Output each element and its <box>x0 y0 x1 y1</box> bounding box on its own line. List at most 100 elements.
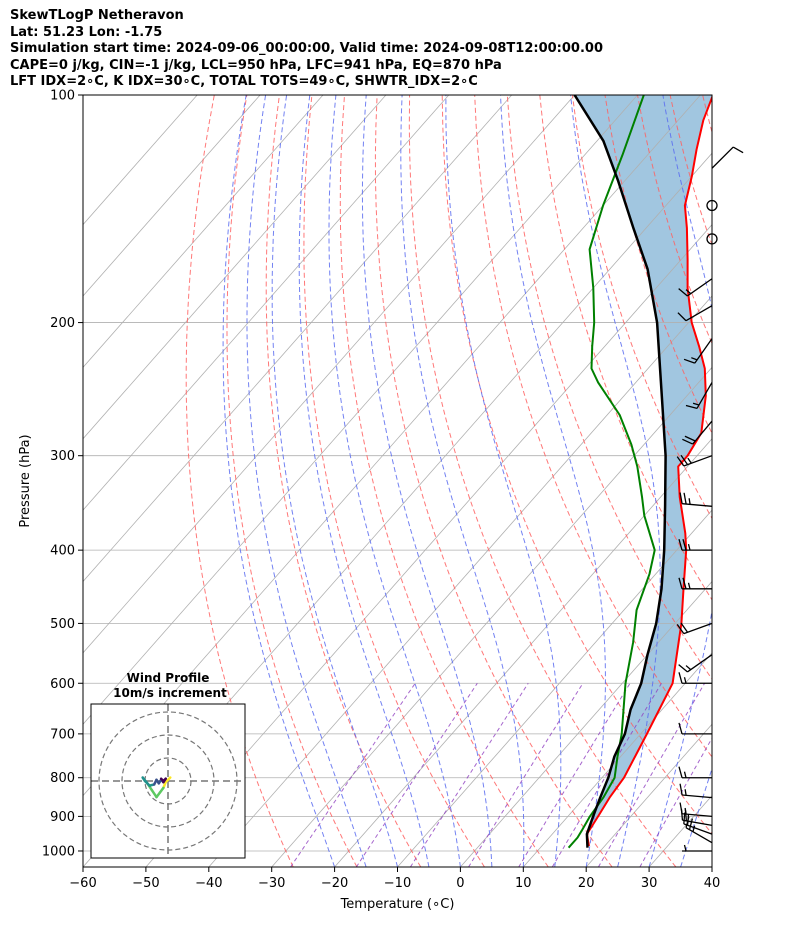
moist-adiabat <box>246 95 367 867</box>
dry-adiabat <box>185 95 294 867</box>
wind-barb-flag <box>680 622 689 633</box>
wind-barb <box>678 654 713 673</box>
isotherm-line <box>522 652 712 867</box>
wind-barb-half-flag <box>684 807 687 815</box>
hodograph-segment <box>159 777 165 783</box>
x-tick-label: −40 <box>195 876 222 891</box>
moist-adiabat <box>570 95 661 867</box>
moist-adiabat <box>500 95 606 867</box>
mixing-ratio-line <box>355 683 478 867</box>
x-tick-label: −60 <box>69 876 96 891</box>
wind-barbs <box>676 146 744 852</box>
wind-barb-shaft <box>685 827 713 844</box>
wind-barb <box>678 722 712 735</box>
isotherm-line <box>83 95 638 725</box>
y-tick-label: 500 <box>50 617 75 632</box>
dry-adiabat <box>702 95 712 134</box>
hodograph-frame <box>90 703 246 859</box>
wind-barb-flag <box>685 404 698 410</box>
wind-barb-half-flag <box>687 543 691 551</box>
wind-barb-half-flag <box>688 498 691 505</box>
stability-indices-1: CAPE=0 j/kg, CIN=-1 j/kg, LCL=950 hPa, L… <box>10 57 502 73</box>
hodograph-subtitle: 10m/s increment <box>113 686 227 700</box>
hodograph-title: Wind Profile <box>127 671 210 685</box>
moist-adiabat <box>400 95 525 867</box>
wind-barb <box>678 278 713 297</box>
isotherm-line <box>271 366 712 867</box>
simulation-times: Simulation start time: 2024-09-06_00:00:… <box>10 41 603 57</box>
wind-barb-half-flag <box>687 457 692 464</box>
y-tick-label: 800 <box>50 771 75 786</box>
wind-barb <box>678 577 712 590</box>
dry-adiabat <box>303 95 485 867</box>
wind-barb-shaft <box>685 305 713 322</box>
wind-barb-flag <box>678 664 688 673</box>
wind-barb <box>678 672 712 684</box>
y-tick-label: 600 <box>50 677 75 692</box>
dry-adiabat <box>374 95 613 867</box>
isotherm-line <box>397 509 712 867</box>
temperature-line <box>585 95 712 847</box>
station-title: SkewTLogP Netheravon <box>10 8 184 23</box>
wind-barb-shaft <box>682 794 713 799</box>
isotherm-line <box>83 95 198 226</box>
moist-adiabat <box>445 95 562 867</box>
wind-barb-shaft <box>682 819 713 827</box>
wind-barb <box>685 382 713 410</box>
wind-barb-flag <box>732 146 744 154</box>
wind-barb-flag <box>688 818 694 830</box>
wind-barb-flag <box>683 492 687 505</box>
wind-barb-flag <box>683 358 696 364</box>
wind-barb-flag <box>678 577 683 589</box>
wind-barb-shaft <box>711 146 734 169</box>
wind-barb-half-flag <box>687 582 691 589</box>
wind-barb-half-flag <box>684 789 687 796</box>
wind-barb <box>682 844 712 852</box>
x-axis-label: Temperature (∘C) <box>340 897 455 912</box>
wind-barb-flag <box>682 538 687 551</box>
x-tick-label: 0 <box>456 876 464 891</box>
isotherm-line <box>145 223 712 867</box>
wind-barb-shaft <box>687 278 713 297</box>
isotherm-line <box>775 95 794 867</box>
wind-barb-shaft <box>683 455 713 467</box>
dry-adiabat <box>339 95 549 867</box>
wind-barb-flag <box>686 813 690 826</box>
wind-barb-shaft <box>692 420 713 445</box>
wind-barb <box>679 783 713 799</box>
isotherm-line <box>585 723 712 867</box>
wind-barb <box>677 305 713 322</box>
mixing-ratio-line <box>290 683 416 867</box>
wind-barb-flag <box>682 577 687 589</box>
mixing-ratio-line <box>518 683 631 867</box>
y-tick-label: 300 <box>50 449 75 464</box>
wind-barb-shaft <box>683 622 713 635</box>
wind-barb-flag <box>680 454 689 465</box>
mixing-ratio-line <box>597 683 706 867</box>
stability-indices-2: LFT IDX=2∘C, K IDX=30∘C, TOTAL TOTS=49∘C… <box>10 74 478 90</box>
dry-adiabat <box>226 95 358 867</box>
wind-barb-flag <box>684 435 696 442</box>
wind-barb <box>676 622 713 635</box>
wind-barb-flag <box>678 672 683 684</box>
moist-adiabat <box>271 95 398 867</box>
dry-adiabat <box>474 95 712 758</box>
wind-barb-half-flag <box>692 825 696 832</box>
wind-barb-shaft <box>682 813 713 818</box>
x-tick-label: −50 <box>132 876 159 891</box>
wind-barb-half-flag <box>685 665 692 671</box>
wind-barb-half-flag <box>685 289 692 295</box>
moist-adiabat <box>222 95 336 867</box>
y-axis-label: Pressure (hPa) <box>18 434 33 527</box>
dry-adiabat <box>604 95 712 435</box>
dry-adiabat <box>408 95 677 867</box>
y-tick-label: 200 <box>50 316 75 331</box>
wind-barb-shaft <box>694 338 713 364</box>
wind-barb-half-flag <box>691 357 698 361</box>
wind-barb-flag <box>676 623 685 635</box>
wind-barb-flag <box>676 456 685 467</box>
isotherm-line <box>334 438 712 867</box>
parcel-line <box>573 95 667 848</box>
dry-adiabat <box>441 95 712 835</box>
wind-barb-flag <box>679 802 683 814</box>
